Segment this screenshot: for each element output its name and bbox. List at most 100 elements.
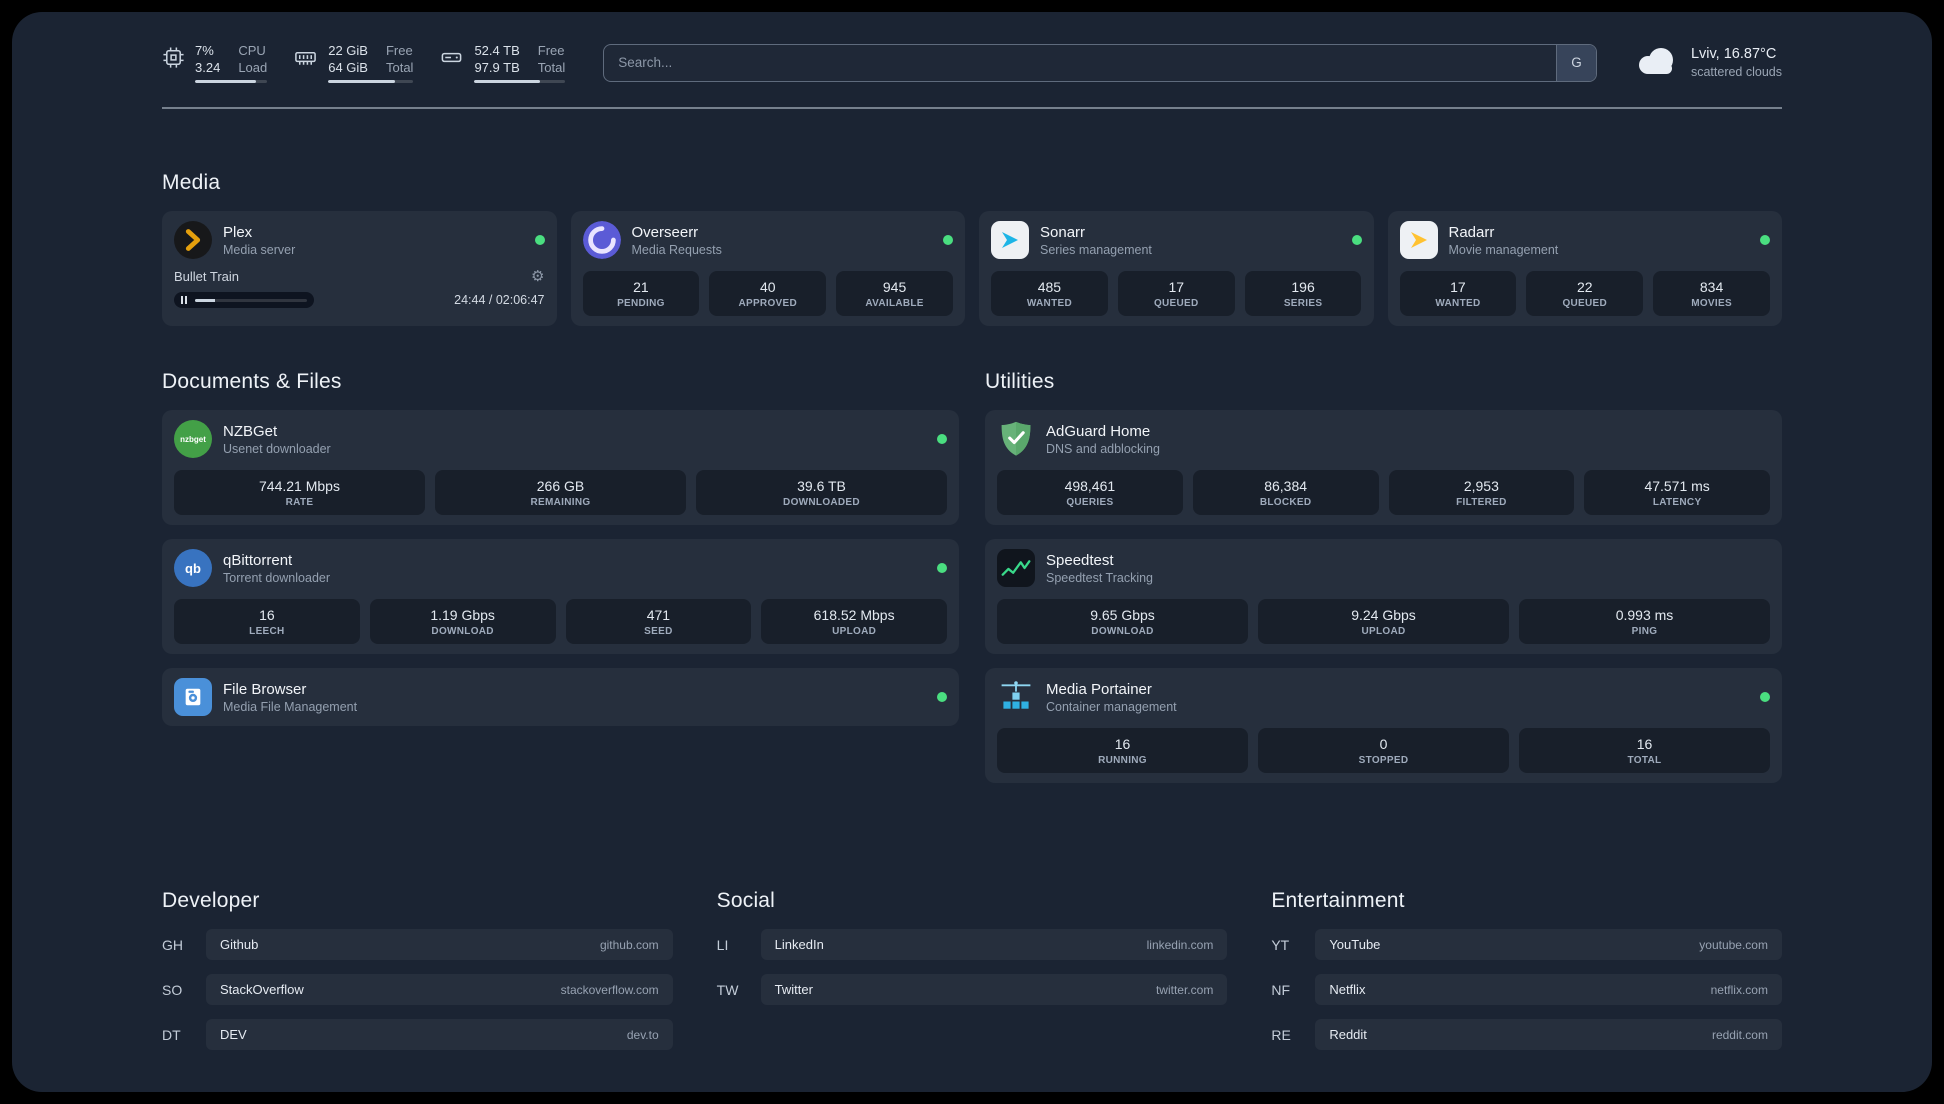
stat-box: 618.52 Mbps UPLOAD xyxy=(761,599,947,644)
service-link-plex[interactable]: Plex Media server xyxy=(174,221,545,259)
pause-icon[interactable] xyxy=(181,296,187,304)
cpu-widget: 7% CPU 3.24 Load xyxy=(162,42,268,83)
stat-box: 86,384 BLOCKED xyxy=(1192,470,1379,515)
service-link-overseerr[interactable]: Overseerr Media Requests xyxy=(582,221,953,259)
disk-label-top: Free xyxy=(537,43,565,58)
service-meta: Radarr Movie management xyxy=(1449,223,1559,258)
stat-value: 21 xyxy=(633,279,649,295)
service-subtitle: Media server xyxy=(223,242,296,257)
bookmark-link-dev[interactable]: DEV dev.to xyxy=(206,1019,673,1050)
stat-box: 21 PENDING xyxy=(582,271,700,316)
stat-box: 16 LEECH xyxy=(174,599,360,644)
bookmark-abbr: NF xyxy=(1271,981,1290,998)
service-link-filebrowser[interactable]: File Browser Media File Management xyxy=(174,678,947,716)
qbittorrent-icon-text: qb xyxy=(185,560,201,576)
disk-label-bottom: Total xyxy=(537,60,566,75)
stat-value: 945 xyxy=(882,279,907,295)
service-link-nzbget[interactable]: nzbget NZBGet Usenet downloader xyxy=(174,420,947,458)
bookmark-link-github[interactable]: Github github.com xyxy=(206,929,673,960)
service-link-radarr[interactable]: Radarr Movie management xyxy=(1399,221,1770,259)
search-input[interactable] xyxy=(603,43,1597,82)
service-stats: 744.21 Mbps RATE 266 GB REMAINING 39.6 TB D… xyxy=(174,470,947,515)
bookmark-name: StackOverflow xyxy=(220,982,304,997)
service-link-adguard[interactable]: AdGuard Home DNS and adblocking xyxy=(997,420,1770,458)
bookmark-row: NF Netflix netflix.com xyxy=(1271,974,1782,1005)
bookmark-link-reddit[interactable]: Reddit reddit.com xyxy=(1315,1019,1782,1050)
cpu-readout: 7% CPU 3.24 Load xyxy=(195,42,268,83)
service-meta: Overseerr Media Requests xyxy=(632,223,722,258)
stat-label: WANTED xyxy=(1026,298,1072,309)
bookmark-link-youtube[interactable]: YouTube youtube.com xyxy=(1315,929,1782,960)
section-documents: Documents & Files nzbget NZBGet Usenet d… xyxy=(162,370,959,797)
service-subtitle: Speedtest Tracking xyxy=(1046,570,1154,585)
bookmark-url: dev.to xyxy=(626,1027,659,1042)
stat-box: 2,953 FILTERED xyxy=(1388,470,1575,515)
service-stats: 16 LEECH 1.19 Gbps DOWNLOAD 471 SEED 618.52… xyxy=(174,599,947,644)
stat-value: 1.19 Gbps xyxy=(430,607,495,623)
bookmark-url: stackoverflow.com xyxy=(560,982,659,997)
service-subtitle: Usenet downloader xyxy=(223,441,331,456)
now-playing-title: Bullet Train xyxy=(174,268,240,284)
memory-total-value: 64 GiB xyxy=(328,60,368,75)
status-dot xyxy=(1351,235,1362,245)
gear-icon[interactable]: ⚙ xyxy=(531,268,545,285)
bookmark-abbr: TW xyxy=(716,981,739,998)
bookmark-abbr: GH xyxy=(162,936,183,953)
service-link-qbittorrent[interactable]: qb qBittorrent Torrent downloader xyxy=(174,549,947,587)
stat-label: PING xyxy=(1631,626,1658,637)
weather-condition: scattered clouds xyxy=(1690,64,1782,79)
disk-total-value: 97.9 TB xyxy=(474,60,520,75)
bookmark-abbr: RE xyxy=(1271,1026,1291,1043)
stat-box: 485 WANTED xyxy=(991,271,1108,316)
service-meta: NZBGet Usenet downloader xyxy=(223,422,331,457)
weather-widget: Lviv, 16.87°C scattered clouds xyxy=(1635,45,1782,81)
nzbget-icon: nzbget xyxy=(174,420,212,458)
qbittorrent-icon: qb xyxy=(174,549,212,587)
stat-label: UPLOAD xyxy=(1361,626,1406,637)
service-title: Speedtest xyxy=(1046,551,1114,569)
status-dot xyxy=(937,563,947,573)
bookmark-name: Github xyxy=(220,937,259,952)
bookmark-link-twitter[interactable]: Twitter twitter.com xyxy=(760,974,1228,1005)
service-link-portainer[interactable]: Media Portainer Container management xyxy=(997,678,1770,716)
stat-value: 16 xyxy=(1114,736,1131,752)
service-meta: Plex Media server xyxy=(223,223,295,258)
stat-label: WANTED xyxy=(1435,298,1481,309)
service-subtitle: Series management xyxy=(1040,242,1152,257)
bookmark-url: linkedin.com xyxy=(1146,937,1214,952)
bookmark-abbr: DT xyxy=(162,1026,181,1043)
disk-free-value: 52.4 TB xyxy=(474,43,520,58)
service-link-speedtest[interactable]: Speedtest Speedtest Tracking xyxy=(997,549,1770,587)
stat-value: 17 xyxy=(1450,279,1466,295)
service-stats: 16 RUNNING 0 STOPPED 16 TOTAL xyxy=(997,728,1770,773)
cpu-label-bottom: Load xyxy=(238,60,268,75)
stat-value: 471 xyxy=(646,607,671,623)
memory-widget: 22 GiB Free 64 GiB Total xyxy=(293,42,414,83)
stat-box: 9.65 Gbps DOWNLOAD xyxy=(997,599,1248,644)
stat-box: 39.6 TB DOWNLOADED xyxy=(696,470,947,515)
status-dot xyxy=(943,235,953,245)
search-provider-button[interactable]: G xyxy=(1555,44,1596,81)
status-dot xyxy=(534,235,545,245)
cpu-icon xyxy=(162,46,185,69)
bookmark-row: RE Reddit reddit.com xyxy=(1271,1019,1782,1050)
service-meta: File Browser Media File Management xyxy=(223,680,357,715)
disk-bar xyxy=(474,80,566,83)
stat-label: AVAILABLE xyxy=(865,298,924,309)
playback-control[interactable] xyxy=(174,292,314,308)
stat-box: 47.571 ms LATENCY xyxy=(1584,470,1770,515)
disk-icon xyxy=(439,46,464,69)
service-link-sonarr[interactable]: Sonarr Series management xyxy=(991,221,1362,259)
bookmark-link-netflix[interactable]: Netflix netflix.com xyxy=(1315,974,1782,1005)
bookmark-link-linkedin[interactable]: LinkedIn linkedin.com xyxy=(760,929,1228,960)
progress-bar[interactable] xyxy=(195,298,307,302)
bookmark-link-stackoverflow[interactable]: StackOverflow stackoverflow.com xyxy=(206,974,673,1005)
service-card-qbittorrent: qb qBittorrent Torrent downloader 16 LEEC… xyxy=(162,539,959,654)
section-title-entertainment: Entertainment xyxy=(1271,889,1405,912)
bookmark-row: GH Github github.com xyxy=(162,929,673,960)
cloud-icon xyxy=(1635,45,1679,80)
bookmark-name: DEV xyxy=(220,1027,247,1042)
bookmark-url: github.com xyxy=(599,937,659,952)
two-column-sections: Documents & Files nzbget NZBGet Usenet d… xyxy=(162,370,1782,797)
bookmark-abbr: SO xyxy=(162,981,183,998)
